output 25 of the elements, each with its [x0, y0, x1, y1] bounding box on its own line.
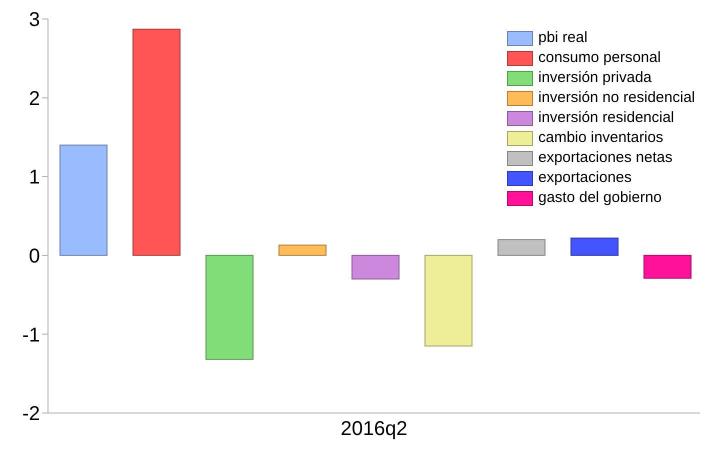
bar: [278, 244, 326, 256]
y-tick-label: 1: [28, 166, 40, 189]
bar: [570, 238, 618, 256]
bar: [424, 254, 472, 347]
legend-label: exportaciones: [538, 168, 632, 188]
y-tick-label: 3: [28, 9, 40, 32]
legend-label: inversión residencial: [538, 108, 674, 128]
y-tick-label: -1: [22, 324, 40, 346]
legend-label: exportaciones netas: [538, 148, 672, 168]
bar: [60, 144, 108, 256]
legend-label: gasto del gobierno: [538, 188, 662, 208]
legend-label: consumo personal: [538, 48, 661, 68]
bar: [206, 254, 254, 360]
legend-label: pbi real: [538, 28, 588, 48]
y-tick-label: -2: [22, 403, 40, 426]
bar: [498, 239, 546, 256]
bar: [644, 254, 692, 279]
bar: [352, 254, 400, 280]
y-tick-label: 2: [28, 88, 40, 110]
legend-label: inversión no residencial: [538, 88, 695, 108]
y-tick-label: 0: [28, 246, 40, 268]
legend-label: inversión privada: [538, 68, 652, 88]
bar: [132, 28, 180, 256]
x-tick-label: 2016q2: [340, 418, 408, 440]
legend-label: cambio inventarios: [538, 128, 664, 148]
